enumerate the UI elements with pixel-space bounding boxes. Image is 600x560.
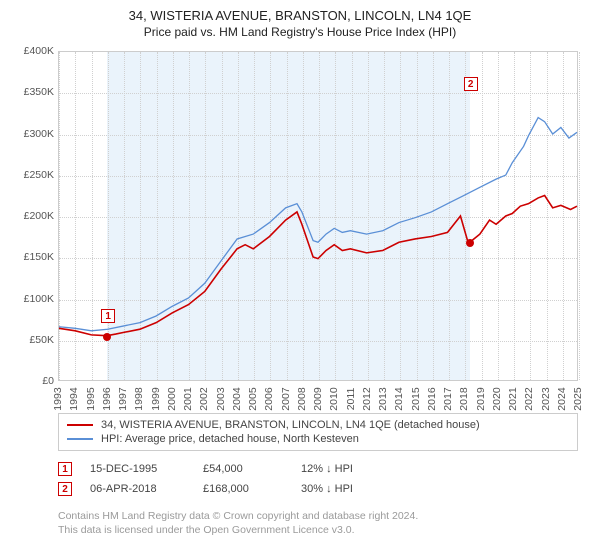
legend-item: 34, WISTERIA AVENUE, BRANSTON, LINCOLN, … — [67, 418, 569, 432]
x-tick-label: 2001 — [182, 385, 194, 413]
x-tick-label: 2010 — [328, 385, 340, 413]
event-row: 2 06-APR-2018 £168,000 30% ↓ HPI — [58, 479, 578, 499]
event-marker-dot — [466, 239, 474, 247]
chart-subtitle: Price paid vs. HM Land Registry's House … — [10, 25, 590, 39]
y-tick-label: £400K — [10, 45, 54, 57]
x-tick-label: 1999 — [150, 385, 162, 413]
x-tick-label: 2005 — [247, 385, 259, 413]
x-tick-label: 2016 — [426, 385, 438, 413]
x-tick-label: 2004 — [231, 385, 243, 413]
legend-swatch — [67, 424, 93, 426]
x-tick-label: 1998 — [133, 385, 145, 413]
x-tick-label: 2012 — [361, 385, 373, 413]
footer-attribution: Contains HM Land Registry data © Crown c… — [58, 509, 578, 537]
x-tick-label: 1994 — [68, 385, 80, 413]
event-marker-box: 2 — [58, 482, 72, 496]
event-price: £54,000 — [203, 463, 283, 475]
x-tick-label: 2020 — [491, 385, 503, 413]
x-tick-label: 1993 — [52, 385, 64, 413]
footer-line: This data is licensed under the Open Gov… — [58, 523, 578, 537]
x-tick-label: 2023 — [540, 385, 552, 413]
chart-area: £0 £50K £100K £150K £200K £250K £300K £350K £400… — [10, 47, 590, 407]
y-tick-label: £250K — [10, 169, 54, 181]
x-tick-label: 2009 — [312, 385, 324, 413]
x-tick-label: 2022 — [523, 385, 535, 413]
series-property — [59, 196, 577, 336]
legend-label: HPI: Average price, detached house, Nort… — [101, 433, 359, 445]
x-tick-label: 2015 — [410, 385, 422, 413]
event-marker-dot — [103, 333, 111, 341]
legend: 34, WISTERIA AVENUE, BRANSTON, LINCOLN, … — [58, 413, 578, 451]
event-table: 1 15-DEC-1995 £54,000 12% ↓ HPI 2 06-APR-2018… — [58, 459, 578, 499]
x-tick-label: 1995 — [85, 385, 97, 413]
x-tick-label: 2011 — [345, 385, 357, 413]
x-tick-label: 2013 — [377, 385, 389, 413]
y-tick-label: £150K — [10, 251, 54, 263]
x-tick-label: 2007 — [280, 385, 292, 413]
event-row: 1 15-DEC-1995 £54,000 12% ↓ HPI — [58, 459, 578, 479]
event-hpi: 12% ↓ HPI — [301, 463, 353, 475]
x-tick-label: 2019 — [475, 385, 487, 413]
y-tick-label: £100K — [10, 293, 54, 305]
legend-label: 34, WISTERIA AVENUE, BRANSTON, LINCOLN, … — [101, 419, 480, 431]
event-date: 15-DEC-1995 — [90, 463, 185, 475]
event-hpi: 30% ↓ HPI — [301, 483, 353, 495]
y-tick-label: £0 — [10, 375, 54, 387]
footer-line: Contains HM Land Registry data © Crown c… — [58, 509, 578, 523]
x-tick-label: 2025 — [572, 385, 584, 413]
event-price: £168,000 — [203, 483, 283, 495]
x-tick-label: 2000 — [166, 385, 178, 413]
x-tick-label: 2021 — [507, 385, 519, 413]
plot-region: 12 — [58, 51, 578, 381]
event-marker-box: 2 — [464, 77, 478, 91]
y-tick-label: £300K — [10, 128, 54, 140]
event-date: 06-APR-2018 — [90, 483, 185, 495]
x-tick-label: 2018 — [458, 385, 470, 413]
x-tick-label: 2002 — [198, 385, 210, 413]
legend-item: HPI: Average price, detached house, Nort… — [67, 432, 569, 446]
x-tick-label: 2017 — [442, 385, 454, 413]
series-lines — [59, 52, 577, 380]
x-tick-label: 2006 — [263, 385, 275, 413]
y-tick-label: £350K — [10, 86, 54, 98]
series-hpi — [59, 118, 577, 331]
x-tick-label: 2003 — [215, 385, 227, 413]
x-tick-label: 1996 — [101, 385, 113, 413]
y-tick-label: £50K — [10, 334, 54, 346]
chart-container: 34, WISTERIA AVENUE, BRANSTON, LINCOLN, … — [0, 0, 600, 560]
legend-swatch — [67, 438, 93, 440]
x-tick-label: 1997 — [117, 385, 129, 413]
event-marker-box: 1 — [58, 462, 72, 476]
x-tick-label: 2024 — [556, 385, 568, 413]
event-marker-box: 1 — [101, 309, 115, 323]
chart-title: 34, WISTERIA AVENUE, BRANSTON, LINCOLN, … — [10, 8, 590, 23]
x-tick-label: 2014 — [393, 385, 405, 413]
x-tick-label: 2008 — [296, 385, 308, 413]
y-tick-label: £200K — [10, 210, 54, 222]
